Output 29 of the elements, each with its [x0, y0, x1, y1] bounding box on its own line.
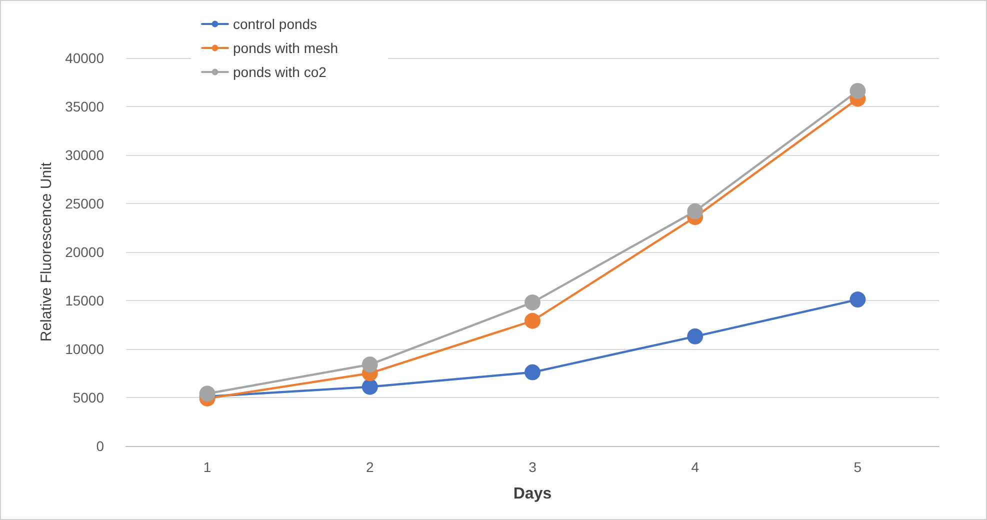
y-tick-label: 15000 [65, 292, 104, 308]
point [524, 364, 540, 380]
legend-label: ponds with co2 [233, 64, 327, 80]
y-tick-label: 35000 [65, 98, 104, 114]
y-tick-label: 30000 [65, 147, 104, 163]
point [687, 328, 704, 344]
y-tick-label: 40000 [65, 50, 104, 66]
x-tick-label: 2 [366, 459, 374, 475]
y-tick-label: 5000 [72, 390, 104, 406]
point [199, 386, 216, 402]
point [362, 378, 378, 395]
point [524, 294, 540, 310]
point [850, 82, 866, 99]
x-axis-title: Days [513, 486, 552, 502]
y-tick-label: 20000 [65, 244, 104, 260]
point [850, 292, 866, 308]
y-tick-label: 25000 [65, 196, 104, 212]
y-tick-label: 10000 [65, 341, 104, 357]
point [362, 356, 378, 373]
legend-label: control ponds [233, 16, 318, 32]
x-tick-label: 4 [691, 459, 700, 475]
point [687, 203, 704, 220]
legend-label: ponds with mesh [233, 40, 338, 56]
x-tick-label: 1 [203, 459, 212, 475]
y-axis-title: Relative Fluorescence Unit [38, 162, 55, 342]
x-tick-label: 5 [854, 459, 862, 475]
point [524, 312, 540, 329]
x-tick-label: 3 [528, 459, 537, 475]
y-tick-label: 0 [96, 438, 104, 454]
